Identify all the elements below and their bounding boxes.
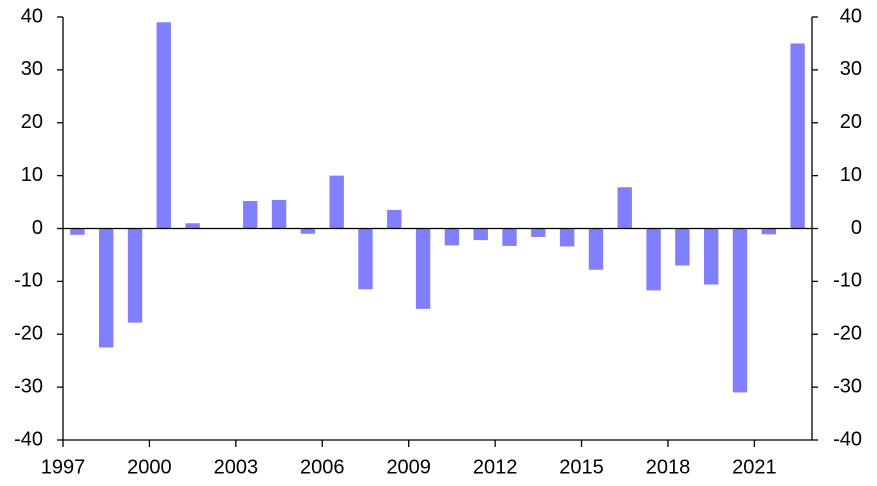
bar bbox=[732, 228, 748, 393]
y-tick-label: 0 bbox=[32, 217, 43, 239]
bar bbox=[329, 175, 344, 229]
bar bbox=[300, 228, 316, 234]
bar bbox=[415, 228, 431, 309]
bar bbox=[387, 209, 402, 229]
bar bbox=[531, 228, 546, 237]
y-tick-label: 30 bbox=[21, 58, 43, 80]
y2-tick-label: -30 bbox=[833, 375, 862, 397]
y-tick-label: 20 bbox=[21, 111, 43, 133]
x-tick-label: 2012 bbox=[473, 456, 518, 478]
bar bbox=[243, 201, 258, 229]
y2-tick-label: -20 bbox=[833, 323, 862, 345]
bar bbox=[473, 228, 488, 241]
x-tick-label: 2009 bbox=[386, 456, 431, 478]
y-tick-label: -40 bbox=[14, 428, 43, 450]
y2-tick-label: -10 bbox=[833, 270, 862, 292]
bar bbox=[559, 228, 575, 247]
bar bbox=[444, 228, 460, 246]
y2-tick-label: 40 bbox=[840, 5, 862, 27]
bar bbox=[617, 187, 632, 229]
bar bbox=[185, 223, 200, 229]
y2-tick-label: 10 bbox=[840, 164, 862, 186]
bar bbox=[156, 22, 172, 229]
y-tick-label: -20 bbox=[14, 323, 43, 345]
bar bbox=[358, 228, 373, 290]
bar bbox=[646, 228, 661, 291]
bar bbox=[271, 199, 287, 229]
x-tick-label: 2021 bbox=[732, 456, 777, 478]
y-tick-label: -10 bbox=[14, 270, 43, 292]
y2-tick-label: 30 bbox=[840, 58, 862, 80]
y-tick-label: -30 bbox=[14, 375, 43, 397]
y2-tick-label: -40 bbox=[833, 428, 862, 450]
y2-tick-label: 20 bbox=[840, 111, 862, 133]
y2-tick-label: 0 bbox=[851, 217, 862, 239]
bar bbox=[703, 228, 719, 285]
bar bbox=[790, 43, 805, 229]
x-tick-label: 2006 bbox=[300, 456, 345, 478]
y-tick-label: 10 bbox=[21, 164, 43, 186]
x-tick-label: 1997 bbox=[41, 456, 86, 478]
bar bbox=[588, 228, 604, 270]
x-tick-label: 2015 bbox=[559, 456, 604, 478]
bar bbox=[675, 228, 690, 266]
y-tick-label: 40 bbox=[21, 5, 43, 27]
bar bbox=[761, 228, 776, 235]
x-tick-label: 2018 bbox=[646, 456, 691, 478]
bar bbox=[502, 228, 517, 246]
x-tick-label: 2000 bbox=[127, 456, 172, 478]
bar bbox=[99, 228, 114, 348]
bar bbox=[70, 228, 85, 235]
x-tick-label: 2003 bbox=[214, 456, 259, 478]
bar bbox=[127, 228, 143, 323]
